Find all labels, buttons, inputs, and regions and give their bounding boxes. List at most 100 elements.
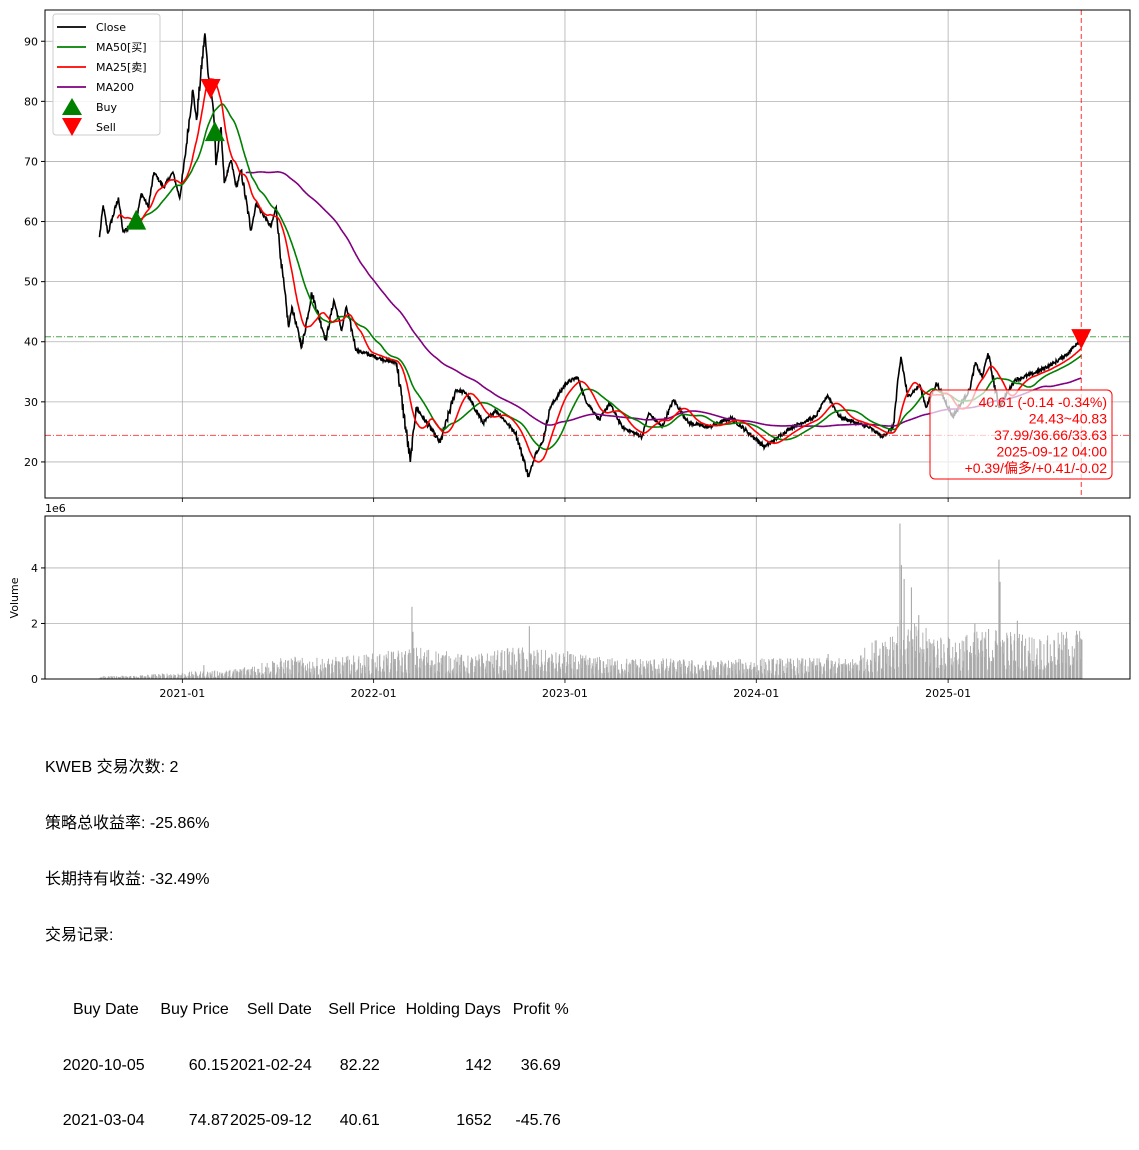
volume-bar [186, 677, 187, 679]
close-line [98, 33, 1083, 478]
volume-bar [401, 652, 403, 679]
volume-bar [871, 660, 872, 679]
volume-bar [495, 659, 497, 679]
volume-bar [205, 677, 207, 679]
volume-bar [308, 668, 310, 679]
volume-bar [684, 673, 686, 679]
volume-bar [894, 668, 895, 679]
volume-bar [299, 660, 301, 679]
volume-bar [648, 661, 650, 679]
volume-bar [870, 664, 872, 679]
volume-bar [718, 662, 719, 679]
volume-bar [984, 639, 986, 679]
volume-bar [716, 671, 718, 679]
x-tick-label: 2021-01 [159, 687, 205, 700]
volume-bar [471, 658, 473, 679]
volume-bar [1014, 633, 1016, 679]
volume-bar [150, 676, 152, 679]
volume-bar [937, 640, 938, 679]
volume-bar [811, 661, 813, 679]
volume-bar [280, 658, 282, 679]
volume-bar [757, 670, 759, 679]
volume-bar [888, 649, 890, 679]
volume-bar [1025, 669, 1027, 679]
volume-bar [272, 674, 274, 679]
volume-bar [709, 665, 710, 679]
volume-bar [906, 648, 908, 679]
volume-bar [314, 668, 316, 679]
volume-bar [193, 674, 195, 679]
ma25-line [116, 78, 1082, 463]
volume-bar [696, 673, 697, 679]
volume-bar [552, 662, 554, 679]
volume-bar [378, 655, 380, 679]
volume-bar [1079, 631, 1081, 679]
volume-bar [1049, 644, 1051, 679]
volume-bar [1003, 641, 1005, 679]
volume-bar [995, 631, 997, 679]
volume-bar [756, 672, 758, 679]
volume-bar [776, 659, 778, 679]
volume-bar [849, 670, 850, 679]
volume-bar [1080, 659, 1082, 679]
volume-bar [136, 676, 138, 679]
volume-bar [657, 668, 659, 679]
volume-bar [955, 652, 957, 679]
volume-bar [470, 662, 471, 679]
volume-bar [771, 659, 773, 679]
volume-bar [353, 662, 355, 679]
volume-bar [742, 674, 743, 679]
volume-bar [136, 677, 138, 679]
volume-bar [497, 673, 499, 679]
volume-bar [672, 674, 674, 679]
volume-bar [283, 662, 285, 679]
volume-bar [695, 674, 697, 679]
volume-bar [286, 667, 288, 679]
volume-bar [427, 663, 428, 679]
volume-bar [991, 662, 993, 679]
volume-bar [342, 657, 344, 679]
volume-bar [530, 654, 532, 679]
volume-bar [649, 660, 651, 679]
volume-bar [951, 666, 953, 679]
volume-bar [129, 676, 131, 679]
volume-bar [1028, 637, 1030, 679]
volume-bar [1029, 660, 1031, 679]
volume-bar [574, 656, 576, 679]
volume-bar [594, 658, 596, 679]
volume-bar [397, 650, 399, 679]
volume-bar [658, 664, 660, 679]
volume-bar [218, 675, 219, 679]
volume-bar [743, 669, 745, 679]
volume-bar [1050, 656, 1052, 679]
cell: 74.87 [188, 1112, 229, 1130]
volume-bar [394, 659, 395, 679]
volume-bar [805, 670, 807, 679]
volume-bar [492, 664, 493, 679]
volume-bar [198, 676, 200, 679]
volume-bar [992, 650, 993, 679]
volume-bar [405, 651, 406, 679]
volume-bar [129, 676, 131, 679]
volume-bar [119, 677, 121, 679]
volume-bar [670, 658, 672, 679]
volume-bar [573, 669, 575, 679]
volume-bar [316, 657, 318, 679]
volume-bar [1020, 668, 1022, 679]
volume-bar [489, 661, 490, 679]
volume-bar [445, 673, 447, 679]
volume-bar [731, 670, 733, 679]
volume-bar [431, 660, 433, 679]
volume-bar [694, 671, 696, 679]
volume-bar [632, 659, 633, 679]
volume-bar [210, 675, 211, 679]
volume-bar [745, 662, 747, 679]
volume-bar [885, 646, 887, 679]
col-buy-price: Buy Price [160, 1000, 229, 1018]
volume-bar [151, 674, 153, 679]
volume-bar [905, 664, 906, 679]
volume-bar [709, 675, 711, 679]
volume-bar [728, 660, 729, 679]
volume-bar [994, 640, 996, 679]
volume-bar [1025, 638, 1027, 679]
